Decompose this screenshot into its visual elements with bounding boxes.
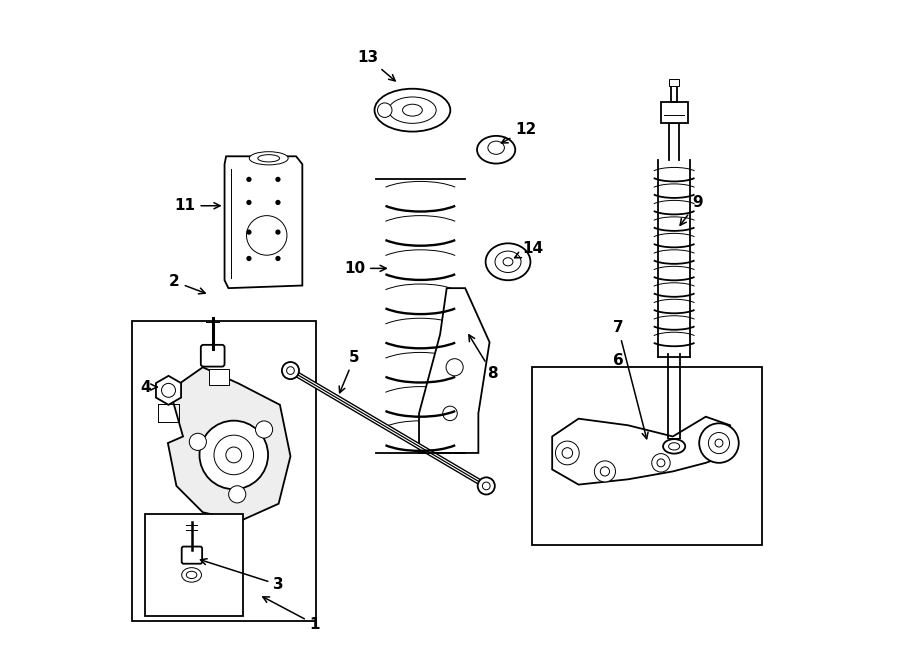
Text: 2: 2	[169, 274, 205, 294]
Ellipse shape	[374, 89, 450, 132]
Ellipse shape	[377, 103, 392, 117]
Text: 14: 14	[515, 241, 543, 258]
Circle shape	[200, 420, 268, 489]
Bar	[661, 102, 688, 123]
Bar	[132, 321, 316, 621]
Ellipse shape	[478, 477, 495, 495]
Polygon shape	[553, 416, 730, 485]
Circle shape	[594, 461, 616, 482]
Text: 13: 13	[357, 50, 395, 81]
FancyBboxPatch shape	[201, 345, 224, 367]
Circle shape	[247, 177, 252, 182]
Polygon shape	[168, 367, 291, 521]
Bar	[210, 369, 230, 385]
Ellipse shape	[249, 152, 288, 165]
Circle shape	[189, 434, 206, 450]
Ellipse shape	[282, 362, 299, 379]
Text: 1: 1	[263, 596, 320, 632]
FancyBboxPatch shape	[182, 547, 202, 564]
Circle shape	[247, 256, 252, 261]
Text: 4: 4	[140, 379, 157, 395]
Text: 11: 11	[175, 198, 220, 213]
Circle shape	[275, 177, 281, 182]
Polygon shape	[419, 288, 490, 453]
Text: 3: 3	[201, 559, 284, 592]
Bar	[669, 79, 680, 86]
Circle shape	[555, 441, 580, 465]
Circle shape	[715, 439, 723, 447]
Circle shape	[275, 230, 281, 235]
Circle shape	[256, 421, 273, 438]
Circle shape	[226, 447, 242, 463]
Polygon shape	[224, 156, 302, 288]
Text: 12: 12	[501, 122, 536, 143]
Circle shape	[162, 383, 176, 397]
Circle shape	[652, 453, 670, 472]
Text: 5: 5	[339, 350, 360, 393]
Circle shape	[443, 406, 457, 420]
Ellipse shape	[389, 97, 436, 123]
Circle shape	[275, 256, 281, 261]
Text: 10: 10	[344, 261, 386, 276]
Circle shape	[214, 435, 254, 475]
Ellipse shape	[503, 258, 513, 266]
Ellipse shape	[663, 439, 685, 453]
Bar	[533, 367, 761, 545]
Ellipse shape	[402, 104, 422, 116]
Circle shape	[275, 200, 281, 205]
Circle shape	[699, 423, 739, 463]
Text: 8: 8	[469, 335, 499, 381]
Circle shape	[229, 486, 246, 503]
Ellipse shape	[486, 244, 530, 280]
Circle shape	[247, 200, 252, 205]
Ellipse shape	[182, 567, 202, 582]
Text: 9: 9	[680, 195, 703, 225]
Bar	[146, 514, 243, 616]
Circle shape	[247, 230, 252, 235]
Ellipse shape	[477, 136, 516, 164]
Text: 6: 6	[613, 353, 624, 368]
Text: 7: 7	[613, 320, 648, 439]
Circle shape	[446, 359, 464, 376]
Ellipse shape	[488, 141, 504, 154]
Polygon shape	[156, 376, 181, 405]
